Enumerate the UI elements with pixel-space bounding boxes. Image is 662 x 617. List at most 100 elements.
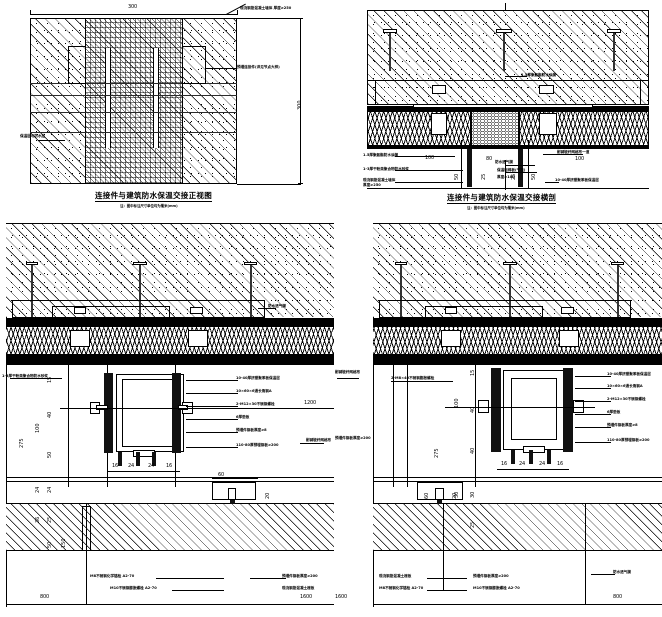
slab-line	[373, 503, 662, 504]
anchor-stud	[509, 265, 511, 317]
anchor-bolt-2	[136, 452, 140, 466]
note-thickness: 厚度≥250	[363, 183, 381, 187]
dim-16-b: 16	[557, 461, 563, 467]
note-embed-steel: 110-80厚预埋钢板≥200	[607, 438, 650, 442]
leader-line	[591, 574, 615, 575]
side-plate-right	[563, 368, 573, 452]
detail-box-left	[68, 46, 86, 84]
bracket-in-wool-left	[441, 330, 461, 347]
lower-membrane-band	[6, 354, 334, 365]
zone-edge	[85, 19, 86, 183]
dim-40: 40	[470, 406, 476, 413]
bracket-detail-right	[539, 113, 557, 135]
leader-line	[250, 578, 286, 579]
leader-line	[156, 578, 224, 579]
dim-tick	[237, 10, 238, 15]
dim-24-b: 24	[35, 486, 41, 493]
lower-membrane-band	[367, 145, 649, 149]
dim-60: 60	[218, 472, 224, 478]
dim-24-a: 24	[519, 461, 525, 467]
bracket-box-right	[561, 307, 574, 314]
dim-tick	[30, 10, 31, 15]
leader-line	[186, 393, 238, 394]
panel-subtitle-top-left: 注：图中标注尺寸单位均为毫米(mm)	[120, 204, 178, 208]
note-rockwool-thk: 厚度≥100	[497, 175, 515, 179]
bolt-shank-right	[178, 405, 188, 410]
panel-left-rule	[373, 223, 374, 607]
dim-50-a: 50	[454, 173, 460, 180]
leader-line	[505, 165, 535, 166]
bracket-box-left	[74, 307, 86, 314]
ext-line	[237, 18, 301, 19]
dim-800: 800	[613, 594, 622, 600]
leader-line	[186, 406, 238, 407]
mineral-wool-left	[367, 111, 471, 147]
note-mortar: 1-3厚干粉类聚合物防水砂浆	[363, 167, 410, 171]
dim-16-b: 16	[166, 463, 172, 469]
panel-top-rule	[6, 223, 334, 224]
note-rockwool: 保温岩棉板(干挂)	[497, 168, 526, 172]
leader-line	[186, 447, 238, 448]
bolt-shank-left	[96, 405, 108, 410]
note-breather: 防水透气膜	[268, 304, 286, 308]
note-xps: 10-40厚挤塑聚苯板保温层	[607, 372, 651, 376]
leader-line	[427, 578, 467, 579]
center-line-horizontal	[60, 408, 200, 409]
dim-100: 100	[35, 423, 41, 433]
dim-275: 275	[434, 448, 440, 458]
dim-line-right	[300, 18, 301, 184]
dim-24-c: 24	[128, 463, 134, 469]
dim-line-bottom	[373, 604, 662, 605]
slab-line	[6, 477, 334, 478]
leader-line	[543, 154, 583, 155]
dim-20: 20	[265, 492, 271, 499]
dim-100: 100	[425, 155, 434, 161]
anchor-head	[244, 262, 257, 265]
anchor-head	[383, 29, 397, 33]
dim-line-60	[212, 478, 258, 479]
dim-16-a: 16	[501, 461, 507, 467]
profile-edge	[461, 140, 462, 188]
steel-profile-left	[467, 149, 472, 187]
note-bolt-m12: 2-M12×30不锈钢螺栓	[236, 402, 275, 406]
note-concrete-wall: 现浇钢筋混凝土墙体	[363, 178, 396, 182]
dim-50-b: 50	[47, 541, 53, 548]
dim-24-d: 24	[148, 463, 154, 469]
dim-60: 60	[424, 492, 430, 499]
anchor-head	[26, 262, 38, 265]
dim-50-b: 50	[531, 173, 537, 180]
dim-16-a: 16	[112, 463, 118, 469]
bracket-in-wool-left	[70, 330, 90, 347]
note-angle-steel: 10×60×6通长角钢A	[607, 384, 643, 388]
leader-line	[545, 182, 559, 183]
center-axis	[505, 3, 506, 11]
panel-title-top-left: 连接件与建筑防水保温交接正视图	[95, 191, 212, 202]
leader-line	[427, 590, 467, 591]
bracket-box-left	[445, 307, 457, 314]
steel-profile-right	[518, 149, 523, 187]
dim-30: 30	[454, 491, 460, 498]
note-washer: 6厚垫板	[236, 415, 250, 419]
note-embed-plate: 预埋件钢板厚度≥8	[607, 423, 638, 427]
ext-line	[237, 184, 301, 185]
anchor-bolt-3	[547, 450, 551, 464]
leader-line	[575, 442, 611, 443]
leader-line	[395, 182, 463, 183]
leader-arrow	[60, 140, 65, 141]
anchor-head	[496, 29, 512, 33]
note-expansion-bolt: M10不锈钢膨胀螺栓 A2-70	[473, 586, 520, 590]
dim-line-bottom	[367, 188, 649, 189]
side-plate-left	[491, 368, 501, 452]
dim-24-b: 24	[539, 461, 545, 467]
base-plate	[523, 446, 545, 453]
center-axis	[505, 160, 506, 190]
bracket-box-right	[539, 85, 554, 94]
note-pu-membrane: 1.5厚聚氨酯防水涂膜	[363, 153, 399, 157]
dim-24-a: 24	[47, 486, 53, 493]
anchor-head	[133, 262, 147, 265]
panel-top-left-front-elevation: 300 现浇钢筋混凝土墙体 厚度≥250 预埋连接件(详见节点大样) 保温层与防…	[0, 0, 330, 215]
leader-line	[575, 427, 611, 428]
leader-line	[395, 170, 463, 171]
ext-line	[407, 365, 408, 487]
concrete-slab-hatch	[367, 10, 649, 105]
